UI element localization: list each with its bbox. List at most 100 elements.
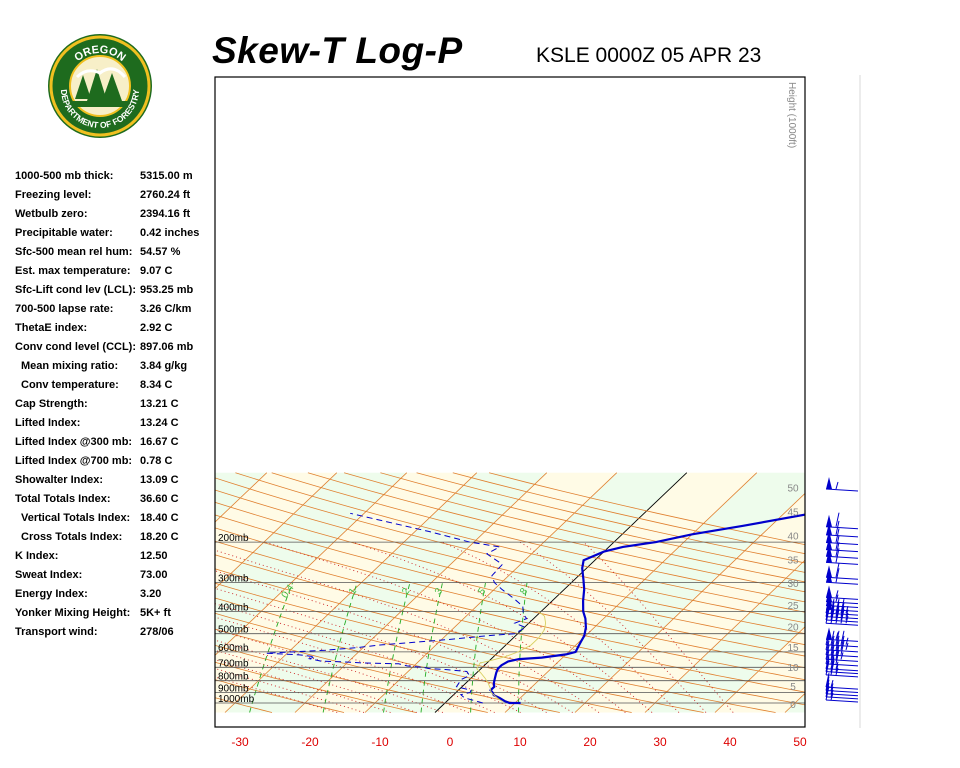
x-tick-label: 30 xyxy=(653,735,667,749)
index-label: Energy Index: xyxy=(15,588,88,600)
x-tick-label: 0 xyxy=(447,735,454,749)
logo-text-top: OREGON xyxy=(72,44,127,64)
height-axis-label: Height (1000ft) xyxy=(786,82,797,148)
isobar-label: 1000mb xyxy=(218,694,255,705)
index-value: 2394.16 ft xyxy=(140,208,191,220)
wind-barb xyxy=(825,476,859,492)
profile-line-thin xyxy=(476,611,547,702)
isobar-label: 500mb xyxy=(218,625,249,636)
height-tick-label: 15 xyxy=(787,643,799,654)
temperature-band xyxy=(0,473,57,713)
moist-adiabat-line xyxy=(215,616,495,713)
height-tick-label: 25 xyxy=(787,601,799,612)
moist-adiabat-line xyxy=(215,659,391,713)
index-label: Total Totals Index: xyxy=(15,493,111,505)
isotherm-line xyxy=(855,473,960,713)
index-value: 2.92 C xyxy=(140,322,173,334)
height-tick-label: 45 xyxy=(787,507,799,518)
index-label: 700-500 lapse rate: xyxy=(15,303,114,315)
index-value: 897.06 mb xyxy=(140,341,194,353)
x-tick-label: 20 xyxy=(583,735,597,749)
index-value: 18.40 C xyxy=(140,512,179,524)
index-value: 13.09 C xyxy=(140,474,179,486)
moist-adiabat-line xyxy=(264,541,626,713)
index-value: 16.67 C xyxy=(140,436,179,448)
x-tick-label: 10 xyxy=(513,735,527,749)
dry-adiabat-line xyxy=(343,472,805,583)
oregon-dept-forestry-logo: OREGON DEPARTMENT OF FORESTRY xyxy=(47,33,153,139)
index-value: 36.60 C xyxy=(140,493,179,505)
x-tick-label: 40 xyxy=(723,735,737,749)
isobar-label: 900mb xyxy=(218,684,249,695)
x-tick-label: -10 xyxy=(371,735,389,749)
wind-barb xyxy=(825,640,859,658)
grid-lines xyxy=(0,472,960,713)
tree-icon xyxy=(75,75,91,99)
wind-barb xyxy=(825,585,859,600)
height-tick-label: 30 xyxy=(787,579,799,590)
moist-adiabat-line xyxy=(441,541,680,713)
moist-adiabat-line xyxy=(215,649,417,713)
mixing-ratio-label: 1 xyxy=(347,586,359,597)
index-label: Precipitable water: xyxy=(15,227,113,239)
index-label: Wetbulb zero: xyxy=(15,208,88,220)
plot-frame xyxy=(214,76,806,728)
wind-barb xyxy=(825,649,859,667)
index-value: 9.07 C xyxy=(140,265,173,277)
isobar-label: 800mb xyxy=(218,672,249,683)
temperature-band xyxy=(785,693,805,713)
temperature-band xyxy=(295,472,617,713)
isotherm-line xyxy=(574,492,805,713)
isotherm-line xyxy=(434,472,688,713)
wind-barb xyxy=(825,535,859,553)
wind-barb xyxy=(825,676,859,693)
index-label: Cross Totals Index: xyxy=(21,531,123,543)
dry-adiabat-line xyxy=(215,489,805,635)
index-label: Conv temperature: xyxy=(21,379,119,391)
index-label: Sweat Index: xyxy=(15,569,83,581)
dry-adiabat-line xyxy=(215,477,805,624)
tree-icon xyxy=(102,73,122,101)
index-label: Sfc-500 mean rel hum: xyxy=(15,246,133,258)
isotherm-line xyxy=(294,472,548,713)
index-label: Showalter Index: xyxy=(15,474,104,486)
isobar-label: 400mb xyxy=(218,602,249,613)
isotherm-line xyxy=(215,472,268,523)
temperature-band xyxy=(855,473,960,713)
svg-text:OREGON: OREGON xyxy=(72,44,127,64)
index-label: Freezing level: xyxy=(15,189,92,201)
index-value: 5315.00 m xyxy=(140,170,193,182)
tree-icon xyxy=(87,69,107,101)
isotherm-line xyxy=(0,473,127,713)
index-label: 1000-500 mb thick: xyxy=(15,170,114,182)
isotherm-line xyxy=(784,692,805,713)
index-value: 0.42 inches xyxy=(140,227,200,239)
index-label: Sfc-Lift cond lev (LCL): xyxy=(15,284,136,296)
moist-adiabat-line xyxy=(215,603,521,713)
index-value: 12.50 xyxy=(140,550,168,562)
index-label: Est. max temperature: xyxy=(15,265,131,277)
moist-adiabat-line xyxy=(215,570,573,713)
mixing-ratio-label: 2 xyxy=(400,586,412,597)
index-label: Yonker Mixing Height: xyxy=(15,607,131,619)
index-value: 3.84 g/kg xyxy=(140,360,188,372)
index-label: Conv cond level (CCL): xyxy=(15,341,137,353)
index-value: 278/06 xyxy=(140,626,174,638)
mixing-ratio-label: 5 xyxy=(476,586,488,597)
page-title: Skew-T Log-P xyxy=(212,30,463,71)
height-tick-label: 5 xyxy=(790,682,796,693)
dry-adiabat-line xyxy=(271,472,805,603)
dry-adiabat-line xyxy=(215,501,805,646)
height-tick-label: 40 xyxy=(787,531,799,542)
dry-adiabat-line xyxy=(215,661,416,713)
index-label: Cap Strength: xyxy=(15,398,88,410)
isotherm-line xyxy=(714,626,805,713)
index-value: 953.25 mb xyxy=(140,284,194,296)
index-value: 54.57 % xyxy=(140,246,181,258)
index-label: Mean mixing ratio: xyxy=(21,360,119,372)
wind-barb xyxy=(825,512,859,530)
dry-adiabat-line xyxy=(307,472,805,593)
x-axis: -30 -20 -10 0 10 20 30 40 50 xyxy=(231,735,807,749)
